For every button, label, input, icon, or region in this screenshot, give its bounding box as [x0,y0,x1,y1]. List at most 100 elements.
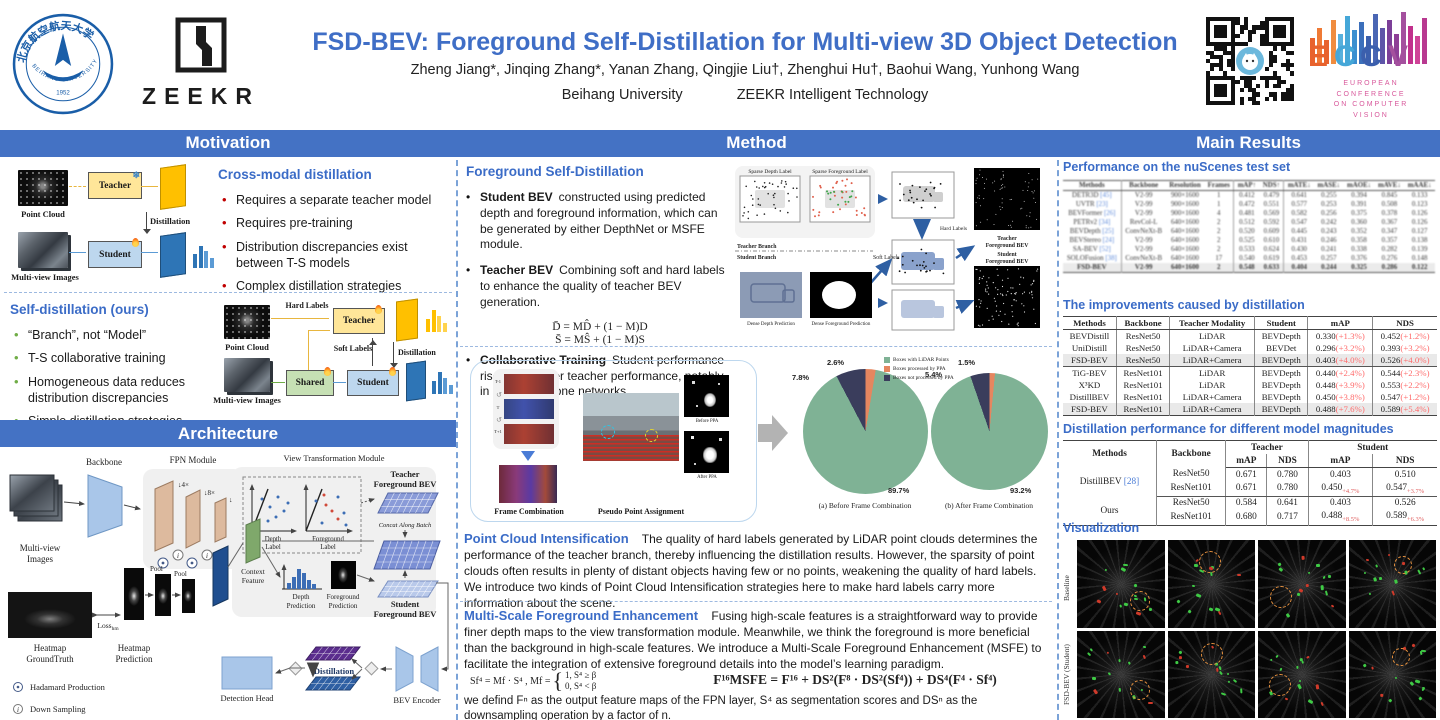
detection-box-mark [1218,670,1223,676]
qr-module [1231,21,1236,26]
dot [773,196,775,199]
qr-module [1243,84,1248,89]
dot [978,282,980,284]
qr-module [1247,21,1253,26]
qr-module [1214,37,1219,43]
table-cell: 0.403 [1308,496,1374,510]
dot [1029,215,1031,217]
column-header: mAOE↓ [1343,180,1375,191]
student-out-arrow [141,252,158,253]
arch-bev-encoder [395,646,439,692]
truck-silhouette-faint [901,300,944,318]
dense-depth-truck [750,283,795,303]
qr-module [1206,75,1211,80]
hard-labels-text: Hard Labels [940,226,967,232]
detection-box-mark [1391,590,1396,596]
arch-down4-label: ↓4× [178,481,189,489]
qr-module [1247,100,1253,105]
dot [986,219,988,221]
qr-module [1231,92,1236,97]
table-row: UVTR [23] V2-99 900×1600 1 0.472 0.551 0.577 0.… [1063,200,1435,209]
qr-module [1260,96,1265,101]
table-row: DistillBEV [28] ResNet50 0.671 0.780 0.4… [1063,467,1437,497]
dot [832,211,835,214]
zeekr-logo: ZEEKR [136,16,266,110]
qr-module [1222,17,1227,22]
distillation-arrowhead [143,229,151,238]
qr-module [1226,79,1232,85]
sparse-depth-label: Sparse Depth Label [748,169,792,175]
qr-module [1222,100,1227,105]
soft-labels-label: Soft Labels [333,344,373,353]
dot [995,310,997,312]
qr-module [1214,84,1219,89]
detection-box-mark [1178,650,1183,655]
arch-concat-label: Concat Along Batch [379,522,432,529]
table-cell: ResNet50 [1116,329,1171,342]
qr-module [1235,71,1240,76]
dot [1017,325,1019,327]
dot [757,203,760,206]
arch-teacher-grid [377,492,439,514]
detection-box-mark [1092,688,1099,695]
column-header: NDS↑ [1259,180,1285,191]
qr-module [1218,84,1223,89]
table-cell: 0.780 [1266,481,1309,497]
flame-icon [389,367,396,376]
eccv-line: VISION [1353,111,1389,119]
table-cell: LiDAR [1169,379,1256,391]
qr-module [1231,17,1236,22]
qr-module [1206,71,1211,76]
table-cell: 0.393(+3.2%) [1380,343,1430,353]
detection-box-mark [1307,699,1313,705]
seal-inner-ring [25,26,101,102]
visualization-grid [1077,540,1436,718]
svg-text:C: C [1360,40,1382,72]
dot [814,215,816,218]
svg-text:i: i [17,706,19,714]
dot [772,194,775,196]
qr-module [1222,63,1227,68]
dot [833,190,835,193]
table-cell: 0.610 [1259,236,1285,245]
table-cell: 0.481 [1239,210,1255,217]
table-row: BEVFormer [26] V2-99 900×1600 4 0.481 0.569 0.… [1063,209,1435,218]
dot [975,202,977,204]
qr-module [1226,96,1232,101]
table-cell: ResNet101 [1116,403,1171,416]
msfe-case1: 1, S⁴ ≥ β [565,669,597,680]
detection-box-mark [1393,578,1398,584]
ppa-label: Pseudo Point Assignment [597,507,685,516]
table-cell: 0.352 [1351,228,1367,235]
dot [979,174,981,176]
table-cell: ResNet101 [1156,481,1227,497]
dot [912,201,915,204]
arch-distill-label: Distillation [314,666,354,676]
qr-module [1289,50,1294,55]
dot [829,191,832,194]
qr-module [1264,92,1269,97]
dot [1028,182,1030,184]
detection-box-mark [1278,567,1283,572]
affiliation-1: Beihang University [561,87,683,103]
qr-module [1218,79,1223,85]
table-cell: SOLOFusion [38] [1063,254,1122,263]
qr-code [1206,17,1294,105]
dot [911,184,914,187]
table-cell: 0.403 [1308,467,1374,481]
qr-module [1252,100,1257,105]
qr-module [1289,88,1294,93]
shared-box: Shared [286,367,334,396]
dot [743,206,746,209]
qr-module [1256,96,1261,101]
table-cell: 0.123 [1411,201,1428,208]
dense-depth-image [740,272,802,318]
distillation-improvements-table: Methods Backbone Teacher Modality Student mA… [1063,316,1437,416]
dot [1021,303,1023,305]
detection-box-mark [1365,558,1369,561]
dot [995,213,997,215]
table-row: BEVDepth [25] ConvNeXt-B 640×1600 2 0.520 0.6… [1063,227,1435,236]
arch-fgpred2: Prediction [329,602,358,610]
pie-a-caption: (a) Before Frame Combination [818,501,912,510]
column-header: mAP [1307,316,1374,330]
